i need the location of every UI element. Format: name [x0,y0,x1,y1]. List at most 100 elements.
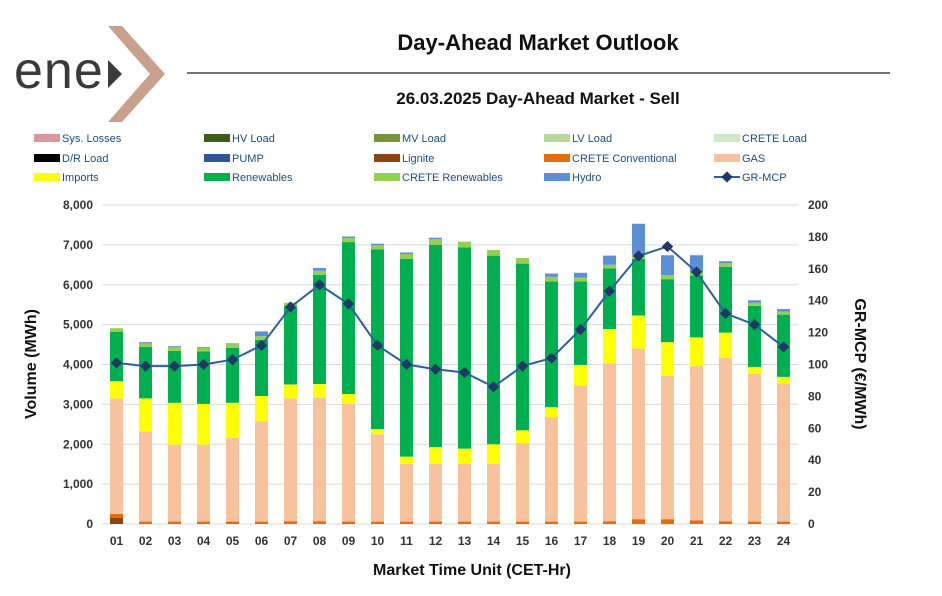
legend-swatch [34,134,60,142]
bar-stack-22 [719,261,732,524]
bar-segment [313,274,326,385]
bar-segment [719,521,732,524]
bar-segment [313,397,326,522]
bar-segment [632,223,645,255]
bar-segment [661,275,674,280]
bar-segment [748,521,761,524]
x-axis-ticks: 01 02 03 04 05 06 07 08 09 10 11 12 13 14 15 16 17 18 19 20… [110,534,791,548]
bar-segment [661,255,674,276]
bar-segment [197,346,210,348]
bar-stack-03 [168,346,181,524]
bar-segment [719,261,732,264]
mcp-point [603,285,616,297]
x-tick-label: 07 [284,534,298,548]
bar-segment [139,521,152,524]
bar-segment [516,263,529,431]
mcp-point [197,358,210,371]
legend-label: GAS [742,153,765,165]
x-tick-label: 21 [690,534,704,548]
bar-segment [371,243,384,246]
mcp-point [719,307,732,320]
bar-segment [110,381,123,399]
y2-tick-label: 80 [808,389,822,403]
legend-item: Renewables [204,172,293,184]
bar-segment [487,255,500,445]
bar-stack-21 [690,255,703,524]
legend-swatch [204,134,230,142]
x-tick-label: 11 [400,534,413,548]
page-subtitle: 26.03.2025 Day-Ahead Market - Sell [396,89,679,108]
bar-segment [371,249,384,430]
legend-label: LV Load [572,133,612,145]
bar-segment [487,463,500,522]
bar-segment [545,281,558,408]
bar-segment [603,255,616,265]
legend-swatch [374,154,400,162]
bar-segment [284,521,297,524]
mcp-point [139,360,152,372]
mcp-point [313,279,326,291]
x-tick-label: 18 [603,534,617,548]
bar-segment [545,276,558,282]
bar-segment [777,376,790,384]
bar-segment [197,444,210,522]
x-tick-label: 15 [516,534,530,548]
legend-item: D/R Load [34,153,108,165]
bar-segment [284,398,297,522]
bar-segment [168,347,181,351]
y-tick-label: 7,000 [63,238,93,252]
mcp-point [429,363,442,375]
legend-label: CRETE Renewables [402,172,503,184]
bar-segment [690,275,703,338]
x-tick-label: 16 [545,534,559,548]
legend-label: Sys. Losses [62,133,122,145]
bar-segment [342,242,355,395]
x-tick-label: 22 [719,534,733,548]
bar-segment [342,394,355,404]
bar-segment [313,384,326,398]
legend-swatch [374,173,400,181]
legend-swatch [544,173,570,181]
x-axis-title: Market Time Unit (CET-Hr) [373,562,571,579]
bar-stack-14 [487,250,500,524]
legend-swatch [544,134,570,142]
mcp-point [226,354,239,366]
bar-segment [168,402,181,445]
bar-segment [458,521,471,524]
bar-segment [226,343,239,345]
bar-segment [632,348,645,520]
mcp-point [690,266,703,278]
legend-swatch [34,173,60,181]
legend-swatch [374,134,400,142]
bar-segment [632,519,645,524]
mcp-point [777,341,790,353]
bar-segment [342,238,355,243]
bar-segment [429,521,442,524]
bar-segment [110,331,123,382]
bar-segment [458,463,471,522]
legend-item: GR-MCP [714,171,787,184]
bar-segment [371,521,384,524]
x-tick-label: 08 [313,534,327,548]
bar-segment [371,245,384,250]
bar-segment [197,347,210,352]
y-tick-label: 2,000 [63,437,93,451]
bar-stack-20 [661,255,674,524]
gridlines [102,204,798,525]
legend-item: CRETE Conventional [544,153,677,165]
legend-item: HV Load [204,133,275,145]
logo-x-left-stroke [108,60,122,88]
bar-segment [516,443,529,522]
x-tick-label: 02 [139,534,153,548]
legend-label: CRETE Load [742,133,807,145]
bar-segment [371,434,384,522]
bar-segment [255,421,268,522]
bar-segment [400,521,413,524]
legend-swatch [714,134,740,142]
bar-segment [342,521,355,524]
mcp-point [371,339,384,352]
bar-segment [400,258,413,457]
bar-segment [516,521,529,524]
